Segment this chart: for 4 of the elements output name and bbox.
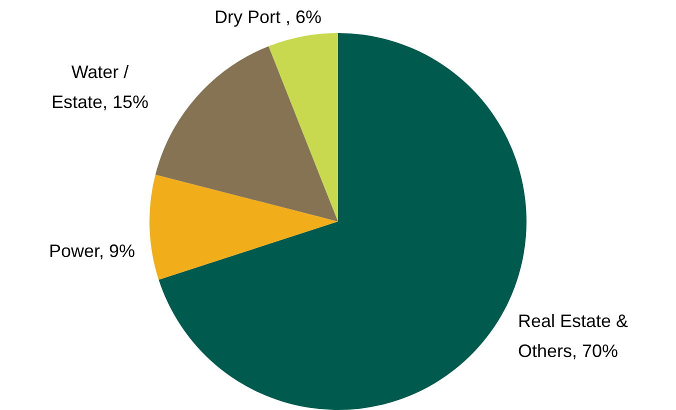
slice-label: Water / Estate, 15% <box>51 62 149 112</box>
slice-label: Power, 9% <box>48 240 135 261</box>
slice-label: Dry Port , 6% <box>214 6 322 27</box>
slice-label: Real Estate & Others, 70% <box>518 310 628 361</box>
